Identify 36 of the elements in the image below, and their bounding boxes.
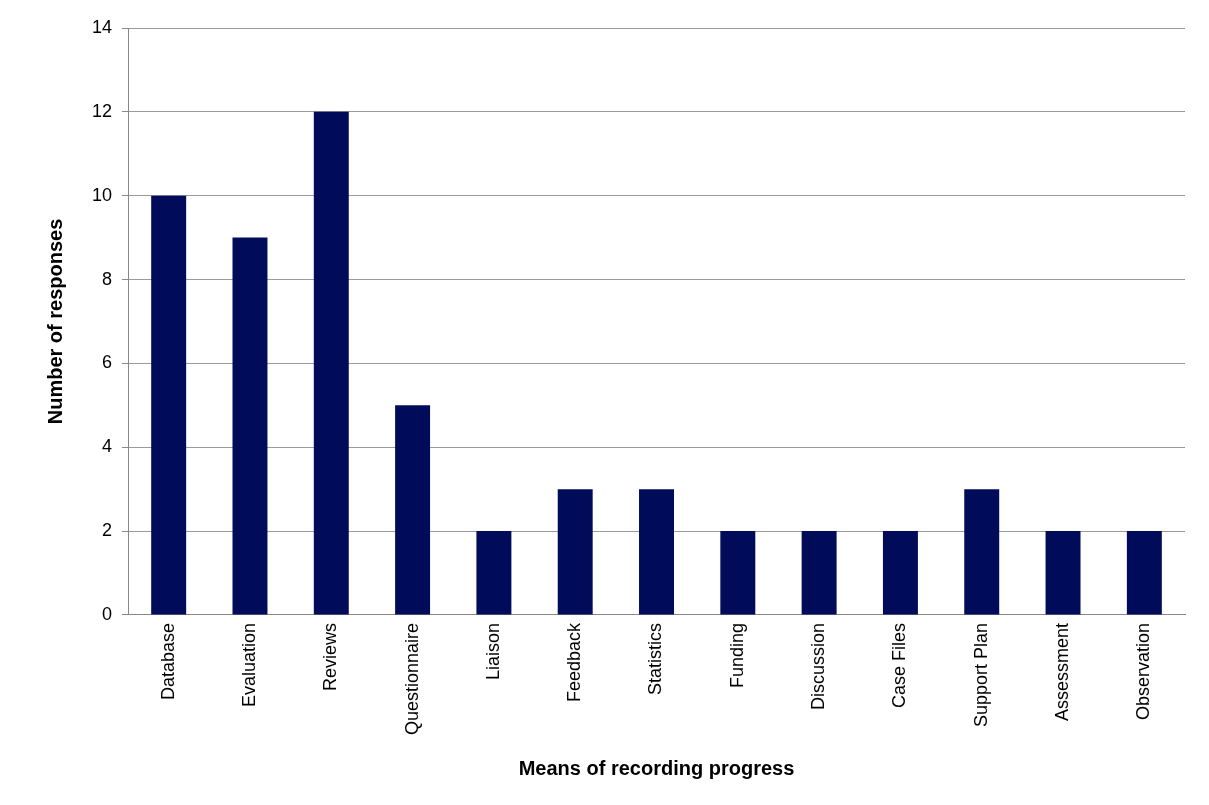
bar (232, 237, 268, 615)
x-tick-label: Database (157, 622, 178, 700)
bar (151, 195, 187, 615)
x-tick-label: Support Plan (970, 622, 991, 728)
y-tick-label: 10 (91, 184, 113, 205)
y-tick-label: 14 (91, 16, 113, 37)
bar (639, 489, 674, 615)
bar (964, 489, 1000, 615)
y-tick-label: 0 (102, 603, 113, 624)
bar (882, 531, 918, 615)
x-tick-label: Liaison (482, 622, 503, 680)
bar (557, 489, 593, 615)
x-tick-label: Feedback (564, 621, 585, 702)
bar (1045, 531, 1081, 615)
x-tick-label: Discussion (808, 622, 829, 710)
y-axis-title: Number of responses (43, 218, 66, 425)
x-axis-title: Means of recording progress (518, 756, 795, 779)
y-tick-label: 12 (91, 100, 113, 121)
x-tick-label: Case Files (889, 622, 910, 708)
y-tick-label: 4 (102, 436, 113, 457)
x-tick-label: Evaluation (238, 622, 259, 707)
y-tick-label: 2 (102, 520, 113, 541)
y-tick-label: 8 (102, 268, 113, 289)
y-tick-label: 6 (102, 352, 113, 373)
bar (1126, 531, 1162, 615)
x-tick-label: Funding (726, 622, 747, 688)
bar (313, 111, 349, 615)
x-tick-label: Statistics (645, 622, 666, 695)
bar (801, 531, 837, 615)
bar (476, 531, 512, 615)
x-tick-label: Reviews (320, 622, 341, 691)
bar (395, 405, 431, 615)
x-tick-label: Assessment (1052, 622, 1073, 721)
bar (720, 531, 756, 615)
x-tick-label: Questionnaire (401, 622, 422, 736)
x-tick-label: Observation (1133, 622, 1154, 720)
